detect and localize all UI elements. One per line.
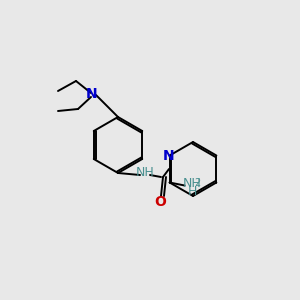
Text: O: O — [154, 195, 166, 209]
Text: N: N — [86, 87, 98, 101]
Text: N: N — [163, 148, 174, 163]
Text: NH: NH — [183, 177, 202, 190]
Text: 2: 2 — [194, 178, 201, 188]
Text: H: H — [188, 185, 197, 198]
Text: NH: NH — [136, 167, 154, 179]
